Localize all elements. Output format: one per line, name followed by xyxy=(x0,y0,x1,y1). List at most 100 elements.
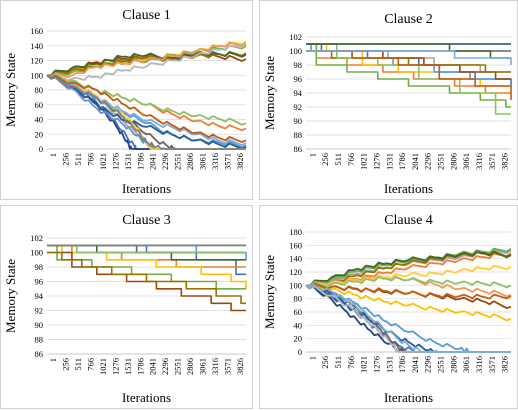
series-line xyxy=(306,250,512,287)
x-tick-label: 3061 xyxy=(197,358,207,375)
x-tick-label: 2551 xyxy=(173,153,183,170)
x-tick-label: 3316 xyxy=(474,356,484,373)
series-line xyxy=(46,73,247,126)
y-tick-label: 102 xyxy=(289,32,302,42)
x-tick-label: 3061 xyxy=(197,153,207,170)
y-tick-label: 92 xyxy=(294,102,303,112)
y-tick-label: 90 xyxy=(35,320,44,330)
y-tick-label: 86 xyxy=(294,144,303,154)
x-tick-label: 3571 xyxy=(487,356,497,373)
y-tick-label: 94 xyxy=(35,291,44,301)
x-axis-label: Iterations xyxy=(384,390,433,405)
x-tick-label: 1531 xyxy=(123,153,133,170)
x-tick-label: 1276 xyxy=(110,153,120,170)
y-tick-label: 80 xyxy=(294,294,303,304)
x-tick-label: 1531 xyxy=(384,356,394,373)
y-tick-label: 120 xyxy=(30,56,43,66)
y-tick-label: 20 xyxy=(294,334,303,344)
x-tick-label: 3061 xyxy=(461,356,471,373)
x-tick-label: 2296 xyxy=(423,153,433,170)
y-tick-label: 40 xyxy=(35,115,44,125)
x-tick-label: 256 xyxy=(61,358,71,371)
x-tick-label: 3826 xyxy=(235,358,245,375)
x-tick-label: 3571 xyxy=(222,153,232,170)
series-line xyxy=(46,74,247,146)
x-tick-label: 3826 xyxy=(235,153,245,170)
x-tick-label: 2041 xyxy=(148,153,158,170)
series-line xyxy=(47,251,246,305)
y-tick-label: 92 xyxy=(35,306,44,316)
y-tick-label: 86 xyxy=(35,349,44,359)
series-line xyxy=(46,74,247,143)
y-tick-label: 88 xyxy=(35,335,44,345)
series-line xyxy=(306,43,511,108)
x-tick-label: 511 xyxy=(333,153,343,165)
x-tick-label: 3571 xyxy=(222,358,232,375)
x-tick-label: 2806 xyxy=(185,358,195,375)
x-tick-label: 3316 xyxy=(210,153,220,170)
y-tick-label: 180 xyxy=(289,227,302,237)
series-line xyxy=(306,50,511,115)
x-tick-label: 1786 xyxy=(135,358,145,375)
x-axis-label: Iterations xyxy=(384,181,433,196)
x-tick-label: 2551 xyxy=(173,358,183,375)
x-tick-label: 1 xyxy=(48,358,58,362)
x-tick-label: 1021 xyxy=(98,153,108,170)
x-tick-label: 256 xyxy=(61,153,71,166)
x-tick-label: 256 xyxy=(320,356,330,369)
x-axis-label: Iterations xyxy=(122,181,171,196)
chart-panel-clause-4: Clause 4 0 20 40 60 80 100 120 140 160 180 1 256 511 7… xyxy=(259,205,518,409)
y-tick-label: 60 xyxy=(294,307,303,317)
x-axis-label: Iterations xyxy=(122,390,171,405)
series-line xyxy=(46,74,247,150)
x-tick-label: 1531 xyxy=(384,153,394,170)
y-tick-label: 100 xyxy=(289,46,302,56)
y-axis-label: Memory State xyxy=(3,53,18,127)
series-line xyxy=(306,247,512,287)
x-tick-label: 1021 xyxy=(359,356,369,373)
x-tick-label: 766 xyxy=(86,153,96,166)
y-tick-label: 94 xyxy=(294,88,303,98)
y-tick-label: 20 xyxy=(35,129,44,139)
x-tick-label: 2296 xyxy=(423,356,433,373)
x-tick-label: 2041 xyxy=(410,153,420,170)
series-line xyxy=(46,44,247,78)
x-tick-label: 1 xyxy=(307,356,317,360)
y-tick-label: 90 xyxy=(294,116,303,126)
x-tick-label: 1786 xyxy=(397,153,407,170)
x-tick-label: 1276 xyxy=(110,358,120,375)
chart-panel-clause-2: Clause 2 86 88 90 92 94 96 98 100 102 1 256 511 766 10… xyxy=(259,0,518,200)
y-tick-label: 0 xyxy=(39,144,43,154)
x-tick-label: 1 xyxy=(307,153,317,157)
x-tick-label: 2296 xyxy=(160,153,170,170)
series-line xyxy=(306,43,511,87)
y-axis-label: Memory State xyxy=(262,56,277,130)
x-tick-label: 3826 xyxy=(500,153,510,170)
y-tick-label: 102 xyxy=(30,233,43,243)
chart-svg: Clause 4 0 20 40 60 80 100 120 140 160 180 1 256 511 7… xyxy=(262,213,512,405)
x-tick-label: 1276 xyxy=(371,356,381,373)
x-tick-label: 1786 xyxy=(397,356,407,373)
y-tick-label: 40 xyxy=(294,320,303,330)
x-tick-label: 2806 xyxy=(448,153,458,170)
x-tick-label: 3571 xyxy=(487,153,497,170)
y-tick-label: 100 xyxy=(30,248,43,258)
chart-title: Clause 1 xyxy=(122,8,171,23)
x-tick-label: 1531 xyxy=(123,358,133,375)
chart-title: Clause 2 xyxy=(384,12,433,27)
series-line xyxy=(305,283,512,322)
series-line xyxy=(46,51,247,77)
x-tick-label: 766 xyxy=(346,356,356,369)
x-tick-label: 3061 xyxy=(461,153,471,170)
series-line xyxy=(46,41,247,79)
series-line xyxy=(46,74,246,150)
chart-title: Clause 3 xyxy=(122,213,171,228)
x-tick-label: 2551 xyxy=(436,356,446,373)
chart-panel-clause-1: Clause 1 0 20 40 60 80 100 120 140 160 1 256 511 766 1… xyxy=(0,0,253,200)
y-tick-label: 96 xyxy=(294,74,303,84)
series-line xyxy=(47,244,246,290)
x-tick-label: 3316 xyxy=(474,153,484,170)
